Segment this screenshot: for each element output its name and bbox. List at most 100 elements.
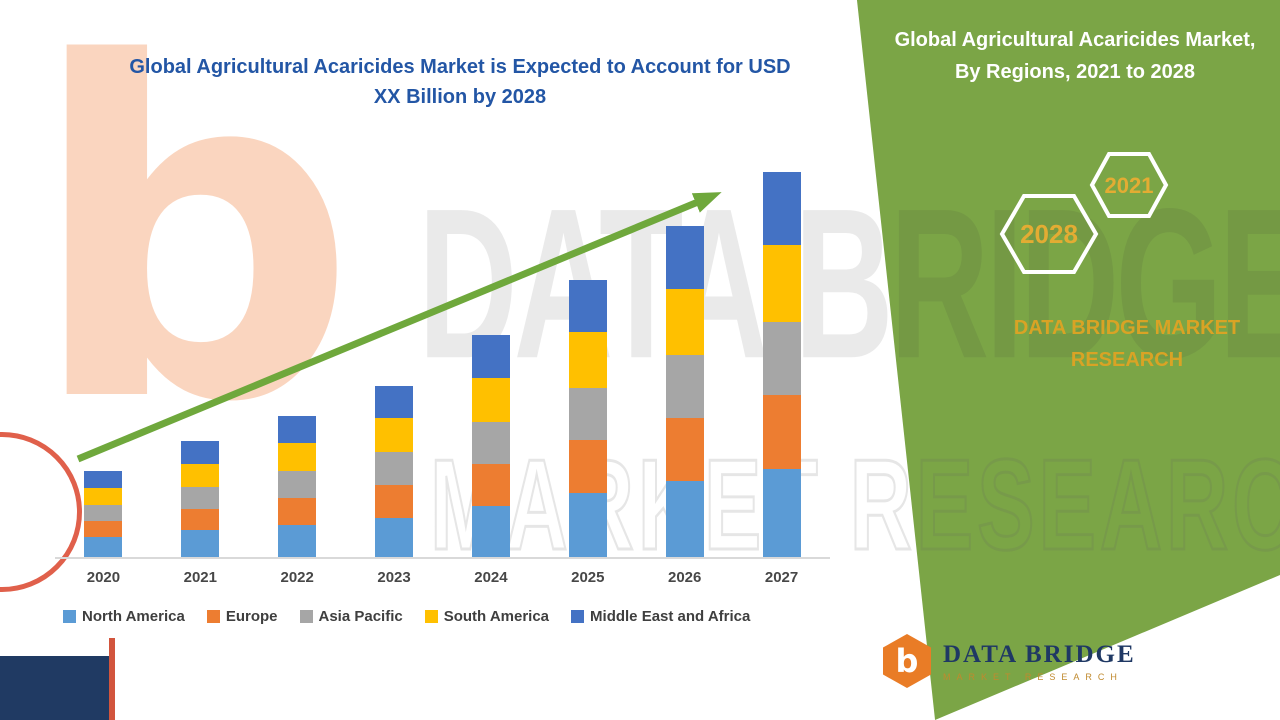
stacked-bar (375, 385, 414, 557)
segment-asia-pacific (762, 322, 801, 396)
segment-asia-pacific (278, 470, 317, 498)
legend-label: North America (82, 608, 185, 625)
bar-2027 (733, 171, 830, 557)
segment-south-america (568, 332, 607, 388)
stacked-bar (471, 335, 510, 557)
segment-middle-east-and-africa (181, 441, 220, 464)
bar-2020 (55, 471, 152, 557)
segment-north-america (762, 468, 801, 557)
hexagon-2021-label: 2021 (1105, 173, 1154, 198)
segment-south-america (181, 463, 220, 487)
legend-label: South America (443, 608, 550, 625)
legend-item-north-america: North America (63, 608, 185, 625)
hexagon-2021-icon: 2021 (1089, 152, 1169, 218)
segment-south-america (84, 487, 123, 506)
legend-item-south-america: South America (424, 608, 550, 625)
segment-asia-pacific (181, 486, 220, 509)
segment-europe (471, 464, 510, 507)
stacked-bar (568, 279, 607, 557)
segment-north-america (471, 506, 510, 557)
stacked-bar (181, 441, 220, 557)
chart-title: Global Agricultural Acaricides Market is… (129, 56, 791, 108)
segment-south-america (278, 442, 317, 471)
legend-label: Middle East and Africa (590, 608, 751, 625)
decorative-navy-block (0, 656, 112, 720)
brand-name-gold: DATA BRIDGE MARKET RESEARCH (1013, 317, 1241, 371)
segment-middle-east-and-africa (762, 171, 801, 246)
logo-b-icon: b (883, 634, 931, 688)
logo-tagline: MARKET RESEARCH (943, 671, 1123, 682)
segment-europe (665, 418, 704, 481)
x-axis: 2020 2021 2022 2023 2024 2025 2026 2027 (55, 569, 830, 586)
x-axis-label: 2022 (280, 569, 314, 586)
segment-north-america (278, 524, 317, 557)
legend-label: Asia Pacific (318, 608, 403, 625)
segment-north-america (665, 480, 704, 557)
segment-south-america (665, 289, 704, 356)
legend: North America Europe Asia Pacific South Ame… (55, 608, 830, 625)
bars-container (55, 171, 830, 557)
segment-north-america (375, 517, 414, 557)
segment-middle-east-and-africa (665, 226, 704, 290)
x-axis-label: 2026 (668, 569, 702, 586)
decorative-red-bar (109, 638, 115, 720)
bar-2021 (152, 441, 249, 557)
x-axis-label: 2025 (571, 569, 605, 586)
trend-arrow-icon (76, 192, 722, 463)
data-bridge-logo: b DATA BRIDGE MARKET RESEARCH (883, 634, 1136, 688)
segment-europe (762, 395, 801, 469)
segment-north-america (84, 537, 123, 557)
segment-middle-east-and-africa (568, 279, 607, 333)
segment-europe (84, 521, 123, 538)
stacked-bar (762, 171, 801, 557)
segment-europe (278, 497, 317, 525)
stacked-bar (665, 226, 704, 557)
bar-2022 (249, 416, 346, 557)
x-axis-label: 2024 (474, 569, 508, 586)
legend-item-middle-east-and-africa: Middle East and Africa (571, 608, 750, 625)
segment-asia-pacific (568, 387, 607, 441)
bar-2025 (539, 279, 636, 557)
bar-2026 (636, 226, 733, 557)
segment-asia-pacific (471, 422, 510, 465)
legend-swatch-icon (299, 610, 313, 623)
segment-north-america (181, 530, 220, 557)
segment-south-america (762, 245, 801, 323)
segment-europe (568, 440, 607, 494)
hexagon-2028-icon: 2028 (999, 194, 1099, 274)
bar-2023 (346, 385, 443, 557)
hexagon-2028-label: 2028 (1020, 219, 1078, 249)
legend-label: Europe (225, 608, 278, 625)
legend-swatch-icon (424, 610, 438, 623)
plot-area (55, 171, 830, 559)
segment-north-america (568, 493, 607, 557)
x-axis-label: 2023 (377, 569, 411, 586)
stacked-bar-chart: 2020 2021 2022 2023 2024 2025 2026 2027 North A… (55, 171, 830, 625)
segment-asia-pacific (84, 505, 123, 522)
x-axis-label: 2020 (86, 569, 121, 586)
segment-europe (375, 485, 414, 518)
segment-middle-east-and-africa (375, 385, 414, 419)
segment-asia-pacific (375, 452, 414, 486)
segment-south-america (471, 377, 510, 423)
segment-asia-pacific (665, 355, 704, 419)
segment-middle-east-and-africa (84, 471, 123, 488)
segment-south-america (375, 418, 414, 453)
right-panel-title: Global Agricultural Acaricides Market, B… (894, 29, 1256, 83)
legend-item-europe: Europe (206, 608, 278, 625)
legend-swatch-icon (206, 610, 220, 623)
legend-swatch-icon (571, 610, 585, 623)
segment-middle-east-and-africa (278, 416, 317, 443)
x-axis-label: 2027 (764, 569, 799, 586)
stacked-bar (278, 416, 317, 557)
logo-name: DATA BRIDGE (943, 640, 1136, 668)
segment-europe (181, 508, 220, 531)
bar-2024 (443, 335, 540, 557)
x-axis-label: 2021 (183, 569, 217, 586)
legend-item-asia-pacific: Asia Pacific (299, 608, 403, 625)
stacked-bar (84, 471, 123, 557)
logo-texts: DATA BRIDGE MARKET RESEARCH (943, 641, 1136, 682)
segment-middle-east-and-africa (471, 335, 510, 378)
